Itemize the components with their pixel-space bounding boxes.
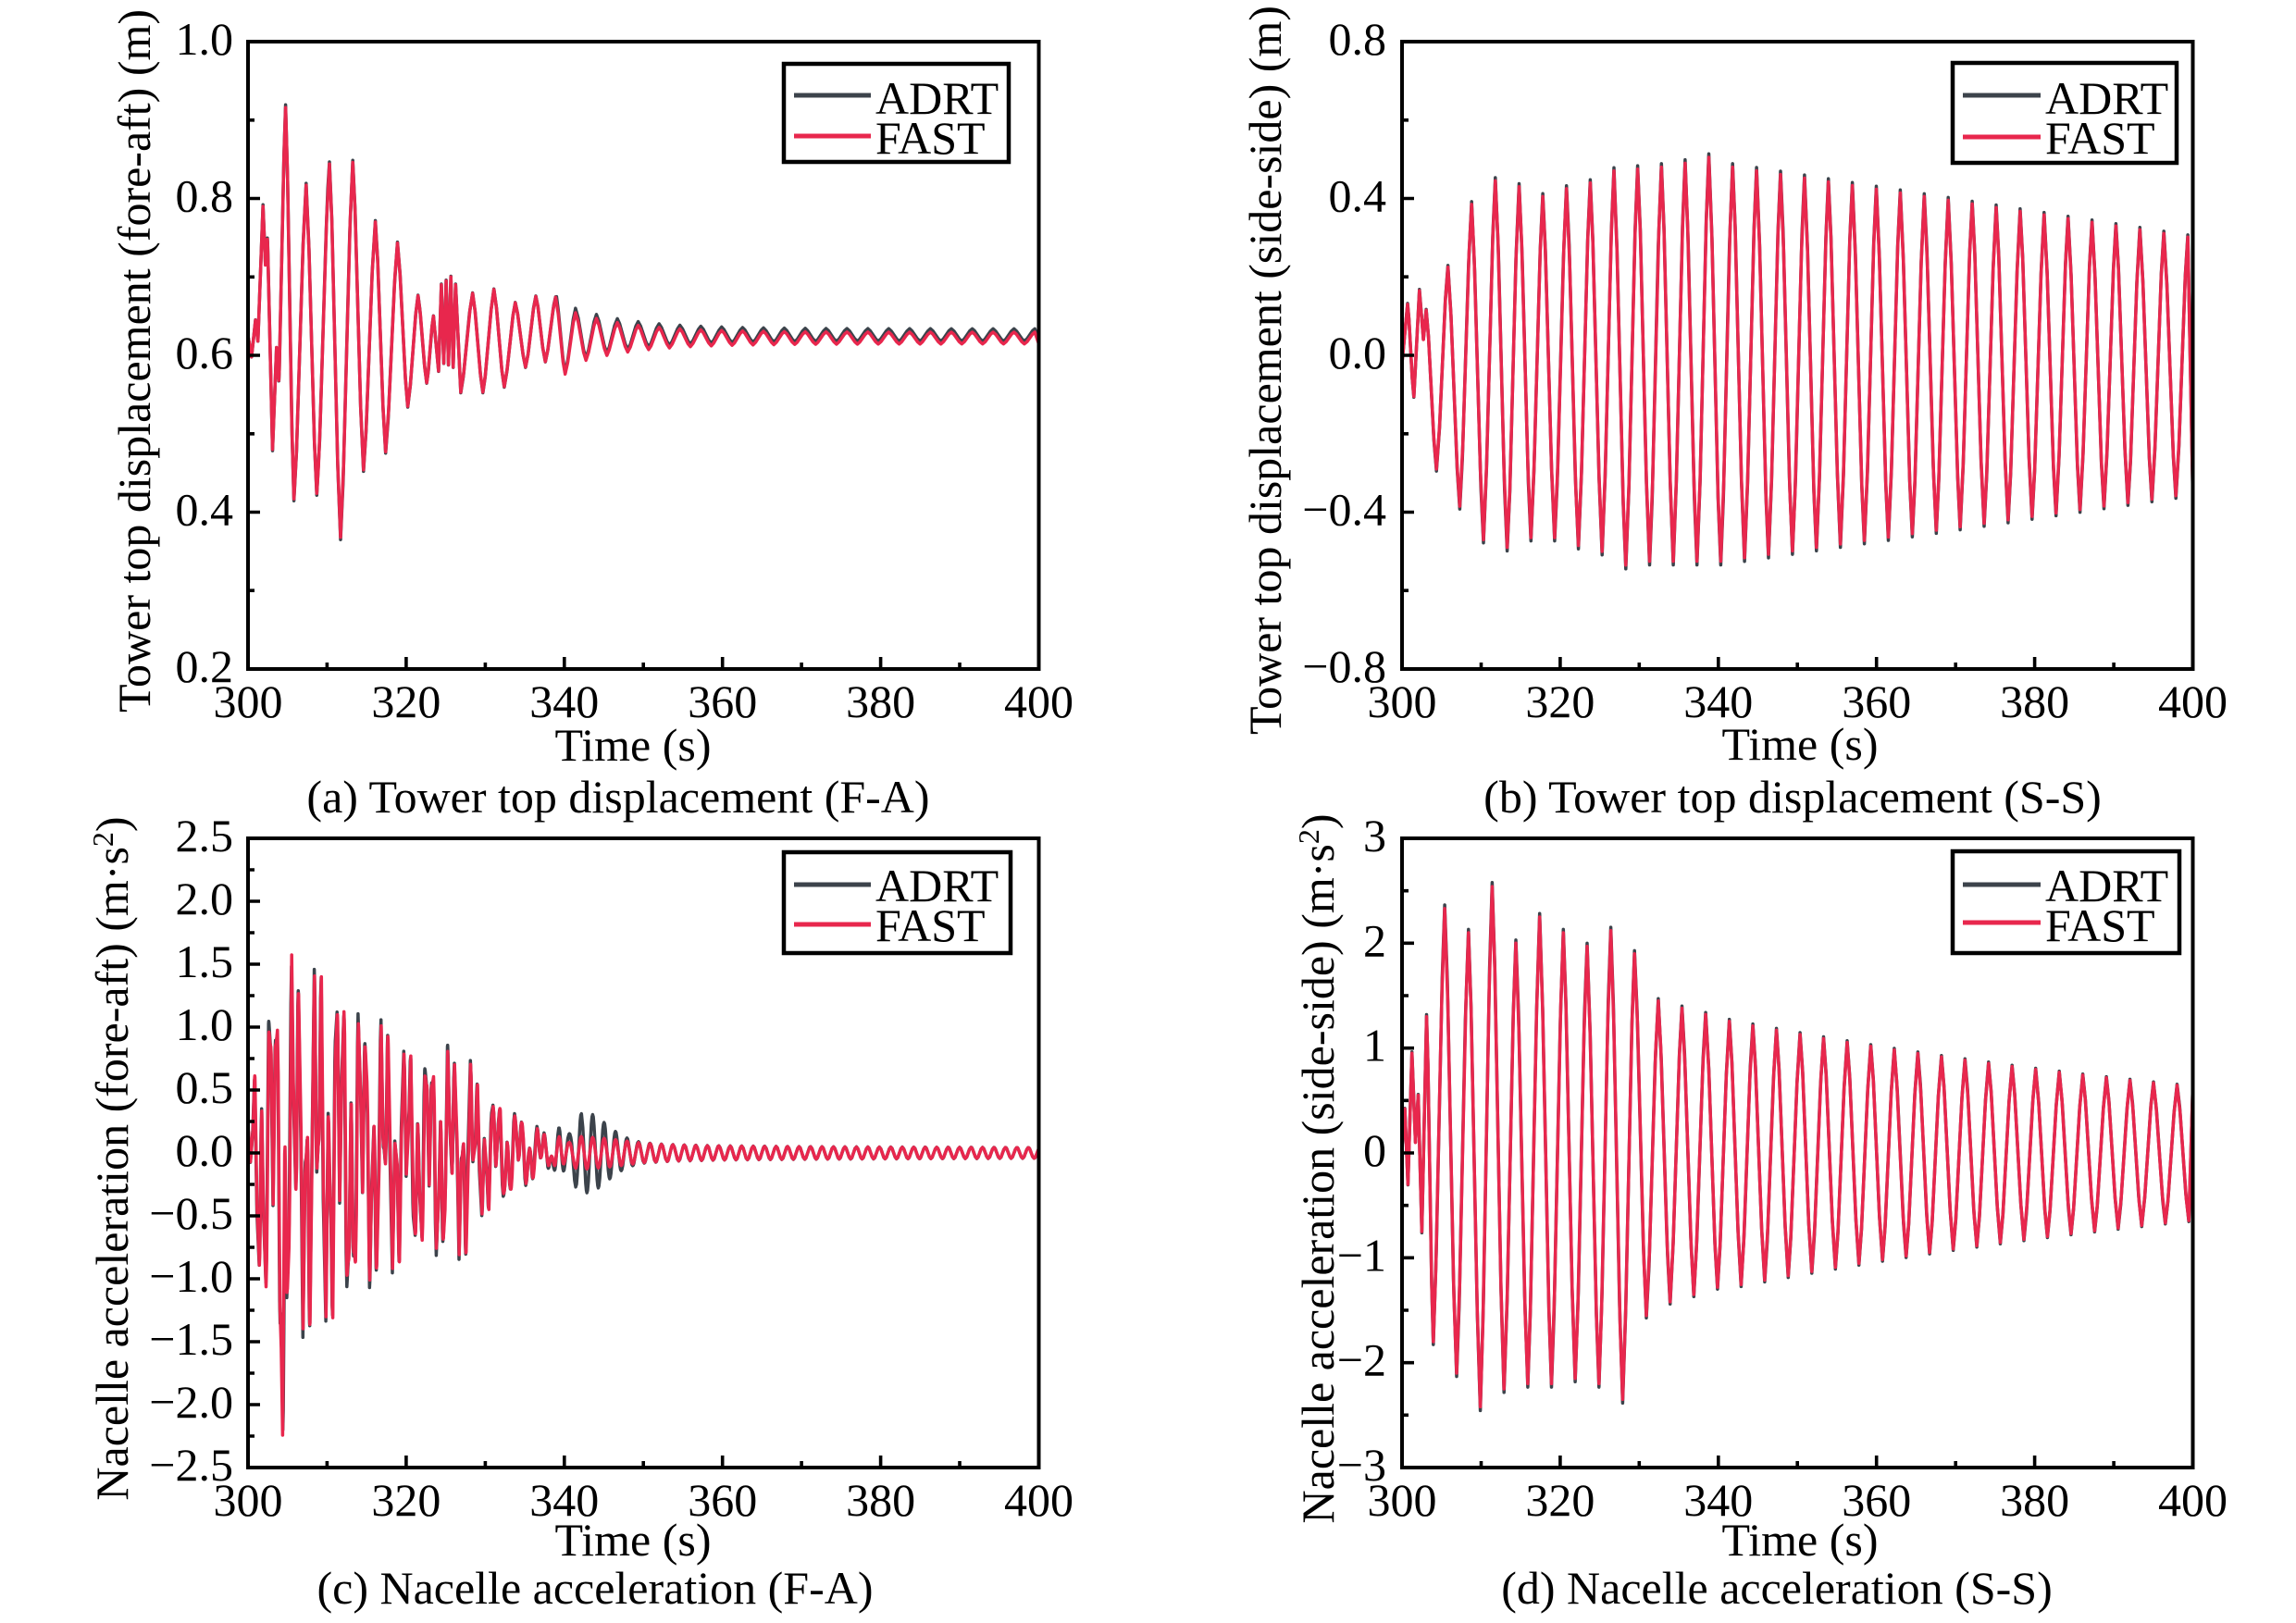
svg-text:0.6: 0.6	[176, 327, 234, 378]
svg-text:320: 320	[1525, 675, 1595, 727]
svg-text:(d) Nacelle acceleration (S-S): (d) Nacelle acceleration (S-S)	[1501, 1562, 2053, 1614]
svg-text:ADRT: ADRT	[875, 860, 999, 911]
svg-text:0: 0	[1363, 1124, 1386, 1176]
svg-text:340: 340	[1683, 1474, 1753, 1526]
svg-text:360: 360	[1842, 675, 1911, 727]
svg-text:−2: −2	[1337, 1334, 1386, 1386]
svg-text:340: 340	[1683, 675, 1753, 727]
svg-text:320: 320	[371, 1474, 441, 1526]
svg-text:3: 3	[1363, 810, 1386, 861]
svg-text:Nacelle acceleration (side-sid: Nacelle acceleration (side-side) (m·s2)	[1292, 814, 1344, 1524]
svg-text:0.0: 0.0	[176, 1124, 234, 1176]
svg-text:360: 360	[688, 675, 757, 727]
svg-text:0.0: 0.0	[1329, 327, 1387, 378]
svg-text:(b) Tower top displacement (S-: (b) Tower top displacement (S-S)	[1483, 771, 2102, 823]
svg-text:1.5: 1.5	[176, 935, 234, 987]
svg-text:Time (s): Time (s)	[1721, 718, 1878, 770]
svg-text:2.5: 2.5	[176, 810, 234, 861]
svg-text:Time (s): Time (s)	[1721, 1514, 1878, 1566]
svg-text:0.4: 0.4	[1329, 170, 1387, 222]
svg-text:−1.0: −1.0	[149, 1250, 233, 1302]
svg-text:Tower top displacement (fore-a: Tower top displacement (fore-aft) (m)	[108, 9, 160, 712]
svg-text:300: 300	[1368, 675, 1437, 727]
svg-text:1.0: 1.0	[176, 13, 234, 65]
svg-text:400: 400	[1004, 1474, 1074, 1526]
svg-text:Time (s): Time (s)	[554, 719, 711, 771]
svg-text:380: 380	[2000, 675, 2069, 727]
svg-text:−1: −1	[1337, 1229, 1386, 1281]
svg-text:300: 300	[214, 1474, 283, 1526]
svg-text:1: 1	[1363, 1020, 1386, 1072]
svg-text:−0.4: −0.4	[1302, 484, 1386, 536]
svg-text:400: 400	[2158, 1474, 2228, 1526]
svg-text:(a) Tower top displacement (F-: (a) Tower top displacement (F-A)	[306, 771, 929, 823]
svg-text:ADRT: ADRT	[2045, 72, 2168, 124]
svg-text:360: 360	[1842, 1474, 1911, 1526]
svg-text:−0.5: −0.5	[149, 1187, 233, 1239]
svg-text:320: 320	[1525, 1474, 1595, 1526]
svg-text:FAST: FAST	[2045, 899, 2155, 951]
svg-text:0.2: 0.2	[176, 640, 234, 692]
svg-text:0.8: 0.8	[1329, 13, 1387, 65]
svg-text:320: 320	[371, 675, 441, 727]
svg-text:340: 340	[529, 1474, 599, 1526]
svg-text:380: 380	[846, 1474, 915, 1526]
svg-text:Time (s): Time (s)	[554, 1514, 711, 1566]
svg-text:340: 340	[529, 675, 599, 727]
svg-text:Nacelle acceleration (fore-aft: Nacelle acceleration (fore-aft) (m·s2)	[86, 816, 138, 1500]
svg-text:−2.5: −2.5	[149, 1439, 233, 1491]
svg-text:Tower top displacement (side-s: Tower top displacement (side-side) (m)	[1239, 6, 1291, 735]
svg-text:−2.0: −2.0	[149, 1376, 233, 1428]
svg-text:0.5: 0.5	[176, 1061, 234, 1113]
svg-text:FAST: FAST	[875, 112, 986, 164]
svg-text:1.0: 1.0	[176, 998, 234, 1050]
svg-text:400: 400	[1004, 675, 1074, 727]
svg-text:380: 380	[2000, 1474, 2069, 1526]
svg-text:ADRT: ADRT	[875, 72, 999, 124]
svg-text:360: 360	[688, 1474, 757, 1526]
svg-text:0.8: 0.8	[176, 170, 234, 222]
svg-text:(c) Nacelle acceleration (F-A): (c) Nacelle acceleration (F-A)	[316, 1562, 873, 1614]
svg-text:300: 300	[214, 675, 283, 727]
svg-text:FAST: FAST	[875, 899, 986, 951]
svg-text:−1.5: −1.5	[149, 1313, 233, 1365]
svg-text:−3: −3	[1337, 1439, 1386, 1491]
svg-text:ADRT: ADRT	[2045, 860, 2168, 911]
svg-text:−0.8: −0.8	[1302, 640, 1386, 692]
svg-text:380: 380	[846, 675, 915, 727]
svg-text:0.4: 0.4	[176, 484, 234, 536]
svg-text:300: 300	[1368, 1474, 1437, 1526]
svg-text:FAST: FAST	[2045, 112, 2155, 164]
svg-text:2: 2	[1363, 914, 1386, 966]
svg-text:400: 400	[2158, 675, 2228, 727]
svg-text:2.0: 2.0	[176, 873, 234, 924]
